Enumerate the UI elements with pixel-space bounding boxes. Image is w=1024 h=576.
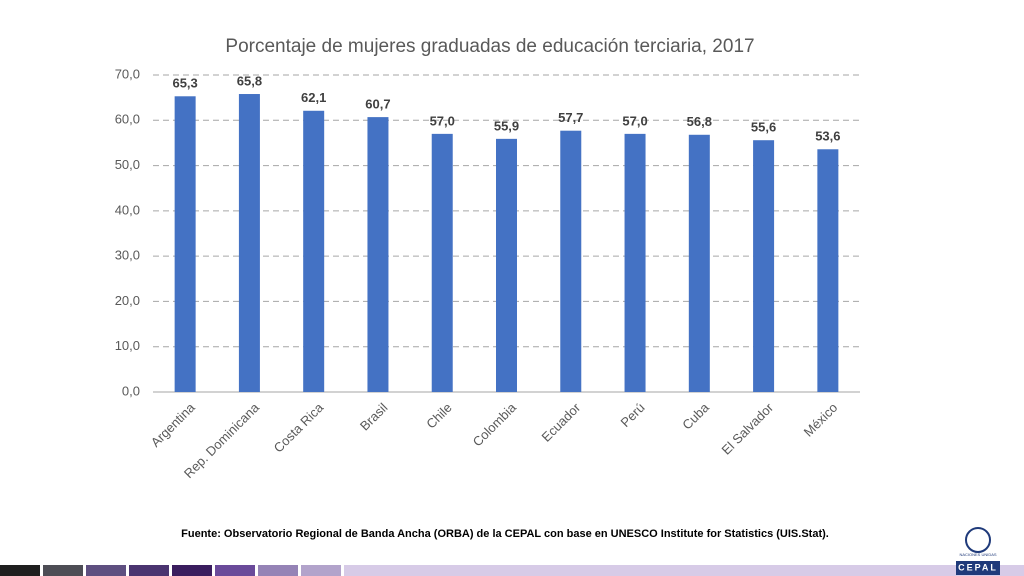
x-tick-label: El Salvador xyxy=(719,399,777,457)
bar xyxy=(496,138,517,392)
value-label: 57,7 xyxy=(558,110,583,125)
y-tick-label: 70,0 xyxy=(115,66,140,81)
x-tick-label: Ecuador xyxy=(538,399,583,444)
strip-block xyxy=(258,565,298,576)
footer-strip xyxy=(0,565,1024,576)
y-tick-label: 40,0 xyxy=(115,202,140,217)
x-tick-label: Colombia xyxy=(470,399,520,449)
bar xyxy=(367,117,389,392)
source-note: Fuente: Observatorio Regional de Banda A… xyxy=(181,528,829,540)
bar xyxy=(817,149,839,392)
strip-block xyxy=(43,565,83,576)
value-label: 57,0 xyxy=(622,113,647,128)
strip-block xyxy=(86,565,126,576)
bar xyxy=(624,133,646,392)
logo-name: CEPAL xyxy=(958,562,998,572)
bar xyxy=(688,134,710,392)
strip-block xyxy=(0,565,40,576)
x-tick-label: Cuba xyxy=(679,399,712,432)
bar xyxy=(753,140,775,392)
value-label: 65,3 xyxy=(172,76,197,91)
x-tick-label: Chile xyxy=(423,400,455,432)
bar xyxy=(238,94,260,393)
bar xyxy=(431,133,453,392)
logo-caption: NACIONES UNIDAS xyxy=(959,552,996,557)
x-tick-label: México xyxy=(801,400,841,440)
strip-block xyxy=(129,565,169,576)
y-tick-label: 50,0 xyxy=(115,157,140,172)
y-tick-label: 0,0 xyxy=(122,383,140,398)
logo-box xyxy=(956,561,1000,575)
value-label: 65,8 xyxy=(237,73,262,88)
chart-title: Porcentaje de mujeres graduadas de educa… xyxy=(225,36,754,57)
y-tick-label: 20,0 xyxy=(115,293,140,308)
value-label: 57,0 xyxy=(430,113,455,128)
y-tick-label: 60,0 xyxy=(115,112,140,127)
value-label: 56,8 xyxy=(687,114,712,129)
x-tick-label: Brasil xyxy=(357,400,391,434)
bar xyxy=(560,130,582,393)
x-tick-label: Costa Rica xyxy=(271,399,327,455)
logo: NACIONES UNIDAS CEPAL xyxy=(956,527,1000,575)
x-tick-label: Argentina xyxy=(148,399,199,450)
value-label: 62,1 xyxy=(301,90,326,105)
bar xyxy=(303,110,325,393)
value-label: 60,7 xyxy=(365,97,390,112)
y-tick-label: 30,0 xyxy=(115,248,140,263)
bar xyxy=(174,96,196,392)
y-tick-label: 10,0 xyxy=(115,338,140,353)
logo-emblem xyxy=(965,527,991,553)
strip-block xyxy=(215,565,255,576)
x-tick-label: Perú xyxy=(618,400,648,430)
strip-block xyxy=(172,565,212,576)
strip-block xyxy=(344,565,1024,576)
value-label: 53,6 xyxy=(815,129,840,144)
value-label: 55,6 xyxy=(751,120,776,135)
strip-block xyxy=(301,565,341,576)
value-label: 55,9 xyxy=(494,118,519,133)
